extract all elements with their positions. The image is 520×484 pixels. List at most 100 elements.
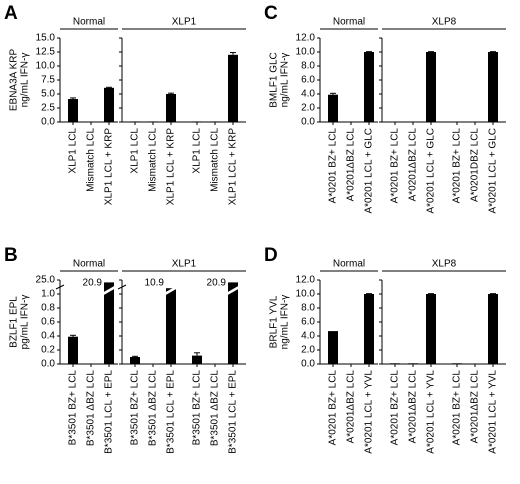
x-tick-label: A*0201ΔBZ LCL — [346, 128, 357, 202]
x-tick-label: XLP1 LCL + KRP — [228, 128, 239, 206]
x-tick-label: Mismatch LCL — [148, 128, 159, 192]
y-tick-label: 0.0 — [301, 359, 315, 370]
bar — [364, 294, 374, 364]
x-tick-label: XLP1 LCL — [192, 128, 203, 174]
axis-break — [55, 284, 65, 290]
group-header: XLP1 — [172, 259, 197, 270]
x-tick-label: XLP1 LCL — [130, 128, 141, 174]
x-tick-label: B*3501 BZ+ LCL — [68, 370, 79, 446]
x-tick-label: XLP1 LCL — [68, 128, 79, 174]
x-tick-label: XLP1 LCL + KRP — [104, 128, 115, 206]
y-tick-label: 4.0 — [301, 89, 315, 100]
y-tick-label: 8.0 — [301, 61, 315, 72]
bar — [328, 94, 338, 122]
y-tick-label: 6.0 — [301, 75, 315, 86]
bar — [488, 52, 498, 122]
y-tick-label: 15.0 — [36, 33, 56, 44]
bar — [390, 363, 400, 364]
bar — [130, 357, 140, 364]
bar — [104, 282, 114, 364]
y-tick-label: 1.0 — [41, 289, 55, 300]
panel-letter: B — [4, 245, 18, 266]
value-label: 20.9 — [207, 278, 227, 289]
y-axis-label: ng/mL IFN-γ — [280, 295, 291, 350]
y-tick-label: 10.0 — [296, 289, 316, 300]
y-tick-label: 0.0 — [41, 359, 55, 370]
y-axis-label: BZLF1 EPL — [9, 296, 20, 348]
x-tick-label: B*3501 BZ+ LCL — [192, 370, 203, 446]
y-tick-label: 0.0 — [41, 117, 55, 128]
x-tick-label: B*3501 ΔBZ LCL — [148, 370, 159, 447]
x-tick-label: A*0201 BZ+ LCL — [452, 370, 463, 446]
x-tick-label: A*0201ΔBZ LCL — [408, 370, 419, 444]
x-tick-label: A*0201 BZ+ LCL — [328, 370, 339, 446]
group-header: XLP8 — [432, 259, 457, 270]
group-header: Normal — [73, 17, 105, 28]
bar — [148, 121, 158, 122]
x-tick-label: B*3501 ΔBZ LCL — [86, 370, 97, 447]
x-tick-label: Mismatch LCL — [210, 128, 221, 192]
group-header: Normal — [333, 17, 365, 28]
y-axis-label: ng/mL IFN-γ — [20, 53, 31, 108]
y-tick-label: 0.8 — [41, 303, 55, 314]
y-axis-label: ng/mL IFN-γ — [280, 53, 291, 108]
y-tick-label: 10.0 — [296, 47, 316, 58]
y-tick-label: 6.0 — [301, 317, 315, 328]
value-label: 20.9 — [83, 278, 103, 289]
panel-letter: A — [4, 3, 18, 24]
x-tick-label: B*3501 ΔBZ LCL — [210, 370, 221, 447]
x-tick-label: A*0201 BZ+ LCL — [390, 128, 401, 204]
x-tick-label: B*3501 LCL + EPL — [166, 370, 177, 454]
x-tick-label: A*0201 LCL + GLC — [426, 128, 437, 214]
bar — [130, 121, 140, 122]
bar — [228, 54, 238, 122]
bar — [488, 294, 498, 364]
bar — [68, 99, 78, 122]
y-tick-label: 4.0 — [301, 331, 315, 342]
x-tick-label: XLP1 LCL + KRP — [166, 128, 177, 206]
bar — [228, 282, 238, 364]
x-tick-label: A*0201 BZ+ LCL — [452, 128, 463, 204]
value-label: 10.9 — [145, 278, 165, 289]
y-axis-label: EBNA3A KRP — [9, 49, 20, 112]
y-tick-label: 7.5 — [41, 75, 55, 86]
bar — [426, 294, 436, 364]
y-tick-label: 0.4 — [41, 331, 55, 342]
x-tick-label: A*0201 BZ+ LCL — [328, 128, 339, 204]
x-tick-label: A*0201 LCL + GLC — [364, 128, 375, 214]
bar — [68, 336, 78, 364]
x-tick-label: A*0201 BZ+ LCL — [390, 370, 401, 446]
bar — [364, 52, 374, 122]
x-tick-label: A*0201 LCL + GLC — [488, 128, 499, 214]
x-tick-label: A*0201DBZ LCL — [470, 128, 481, 202]
y-tick-label: 0.2 — [41, 345, 55, 356]
bar-break — [102, 285, 116, 296]
panel-letter: D — [264, 245, 278, 266]
bar — [192, 121, 202, 122]
group-header: Normal — [73, 259, 105, 270]
x-tick-label: A*0201 LCL + YVL — [488, 370, 499, 454]
y-tick-label: 10.0 — [36, 61, 56, 72]
bar — [166, 94, 176, 122]
bar-break — [164, 285, 178, 296]
axis-break — [117, 284, 127, 290]
bar — [192, 355, 202, 364]
y-tick-label: 12.0 — [296, 275, 316, 286]
bar-break — [226, 285, 240, 296]
x-tick-label: B*3501 LCL + EPL — [228, 370, 239, 454]
panel-letter: C — [264, 3, 278, 24]
y-tick-label: 12.0 — [296, 33, 316, 44]
x-tick-label: A*0201 LCL + YVL — [364, 370, 375, 454]
y-axis-label: pg/mL IFN-γ — [20, 295, 31, 350]
y-tick-label: 2.0 — [301, 345, 315, 356]
y-tick-label: 12.5 — [36, 47, 56, 58]
bar — [210, 121, 220, 122]
y-tick-label: 8.0 — [301, 303, 315, 314]
x-tick-label: A*0201ΔBZ LCL — [470, 370, 481, 444]
group-header: Normal — [333, 259, 365, 270]
group-header: XLP1 — [172, 17, 197, 28]
x-tick-label: A*0201ΔBZ LCL — [408, 128, 419, 202]
x-tick-label: Mismatch LCL — [86, 128, 97, 192]
y-tick-label: 0.0 — [301, 117, 315, 128]
